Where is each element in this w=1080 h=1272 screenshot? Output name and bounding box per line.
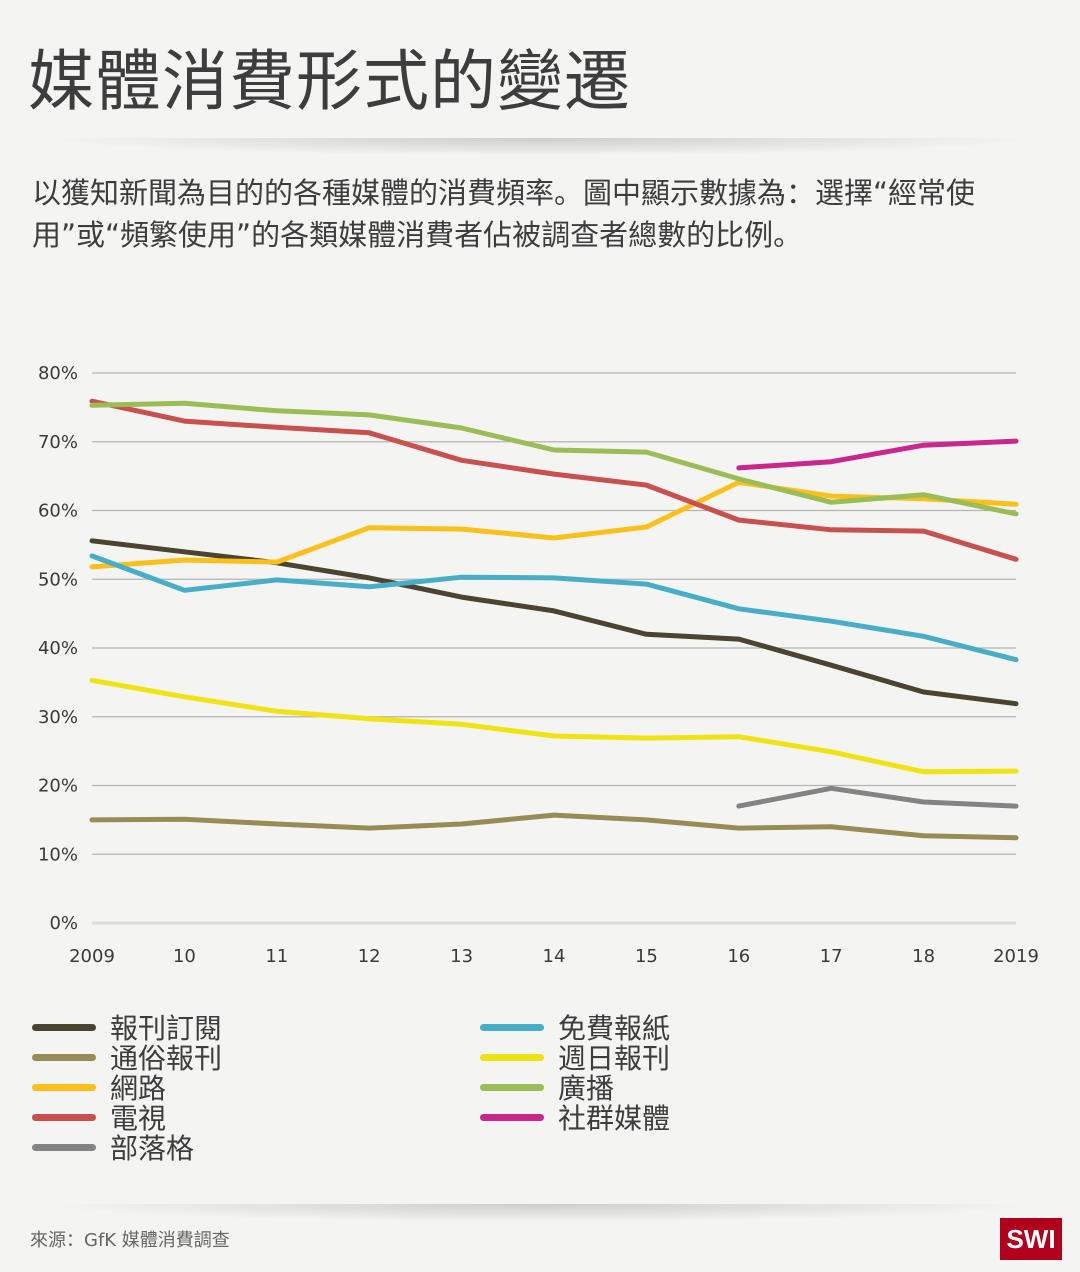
y-tick-label: 60% bbox=[38, 501, 78, 522]
y-axis-ticks: 0% 10% 20% 30% 40% 50% 60% 70% 80% bbox=[38, 363, 78, 934]
legend-swatch bbox=[480, 1113, 544, 1121]
legend-item: 報刊訂閱 bbox=[32, 1012, 222, 1045]
x-tick-label: 15 bbox=[635, 946, 658, 967]
legend-item: 廣播 bbox=[480, 1072, 670, 1105]
legend-label: 網路 bbox=[110, 1072, 167, 1105]
legend-swatch bbox=[32, 1113, 96, 1121]
series-line-電視 bbox=[89, 398, 1019, 562]
y-tick-label: 30% bbox=[38, 707, 78, 728]
x-tick-label: 12 bbox=[358, 946, 381, 967]
y-tick-label: 0% bbox=[49, 913, 78, 934]
x-tick-label: 14 bbox=[543, 946, 566, 967]
y-tick-label: 40% bbox=[38, 638, 78, 659]
legend-swatch bbox=[32, 1083, 96, 1091]
legend-label: 報刊訂閱 bbox=[110, 1012, 223, 1045]
series-line-報刊訂閱 bbox=[89, 538, 1019, 707]
legend-label: 廣播 bbox=[558, 1072, 615, 1105]
legend-item: 免費報紙 bbox=[480, 1012, 670, 1045]
chart-subtitle: 以獲知新聞為目的的各種媒體的消費頻率。圖中顯示數據為：選擇“經常使用”或“頻繁使… bbox=[32, 176, 976, 252]
y-tick-label: 80% bbox=[38, 363, 78, 384]
legend-left-column: 報刊訂閱 通俗報刊 網路 電視 部落格 bbox=[32, 1012, 222, 1165]
line-chart: 0% 10% 20% 30% 40% 50% 60% 70% 80% 2009 10 11 12 13 1… bbox=[38, 363, 1039, 967]
legend-swatch bbox=[480, 1023, 544, 1031]
legend-swatch bbox=[480, 1083, 544, 1091]
x-tick-label: 11 bbox=[265, 946, 288, 967]
legend-label: 電視 bbox=[110, 1102, 167, 1135]
legend-item: 電視 bbox=[32, 1102, 222, 1135]
legend-label: 社群媒體 bbox=[558, 1102, 671, 1135]
legend-label: 免費報紙 bbox=[558, 1012, 671, 1045]
x-tick-label: 13 bbox=[450, 946, 473, 967]
x-tick-label: 18 bbox=[912, 946, 935, 967]
legend-item: 通俗報刊 bbox=[32, 1042, 222, 1075]
series-line-週日報刊 bbox=[89, 677, 1019, 775]
legend-label: 週日報刊 bbox=[558, 1042, 671, 1075]
header-divider bbox=[40, 138, 1040, 156]
legend-item: 網路 bbox=[32, 1072, 222, 1105]
series-lines bbox=[89, 398, 1019, 841]
legend-item: 社群媒體 bbox=[480, 1102, 670, 1135]
legend-swatch bbox=[480, 1053, 544, 1061]
x-axis-ticks: 2009 10 11 12 13 14 15 16 17 18 2019 bbox=[69, 946, 1039, 967]
y-tick-label: 20% bbox=[38, 776, 78, 797]
series-line-廣播 bbox=[89, 400, 1019, 517]
legend-right-column: 免費報紙 週日報刊 廣播 社群媒體 bbox=[480, 1012, 670, 1135]
x-tick-label: 10 bbox=[173, 946, 196, 967]
legend-item: 週日報刊 bbox=[480, 1042, 670, 1075]
legend-swatch bbox=[32, 1023, 96, 1031]
legend-item: 部落格 bbox=[32, 1132, 222, 1165]
y-tick-label: 50% bbox=[38, 569, 78, 590]
legend-swatch bbox=[32, 1143, 96, 1151]
series-line-網路 bbox=[89, 479, 1019, 570]
source-note: 來源：GfK 媒體消費調查 bbox=[30, 1230, 230, 1251]
x-tick-label: 16 bbox=[727, 946, 750, 967]
swi-logo: SWI bbox=[1000, 1218, 1062, 1260]
series-line-社群媒體 bbox=[736, 438, 1019, 471]
y-tick-label: 70% bbox=[38, 432, 78, 453]
legend-swatch bbox=[32, 1053, 96, 1061]
legend-label: 通俗報刊 bbox=[110, 1042, 223, 1075]
x-tick-label: 17 bbox=[820, 946, 843, 967]
footer-divider bbox=[40, 1204, 1040, 1222]
y-tick-label: 10% bbox=[38, 844, 78, 865]
x-tick-label: 2009 bbox=[69, 946, 115, 967]
x-tick-label: 2019 bbox=[993, 946, 1039, 967]
series-line-部落格 bbox=[736, 785, 1019, 809]
page-title: 媒體消費形式的變遷 bbox=[28, 43, 631, 120]
series-line-通俗報刊 bbox=[89, 812, 1019, 841]
series-line-免費報紙 bbox=[89, 553, 1019, 663]
legend-label: 部落格 bbox=[110, 1132, 195, 1165]
